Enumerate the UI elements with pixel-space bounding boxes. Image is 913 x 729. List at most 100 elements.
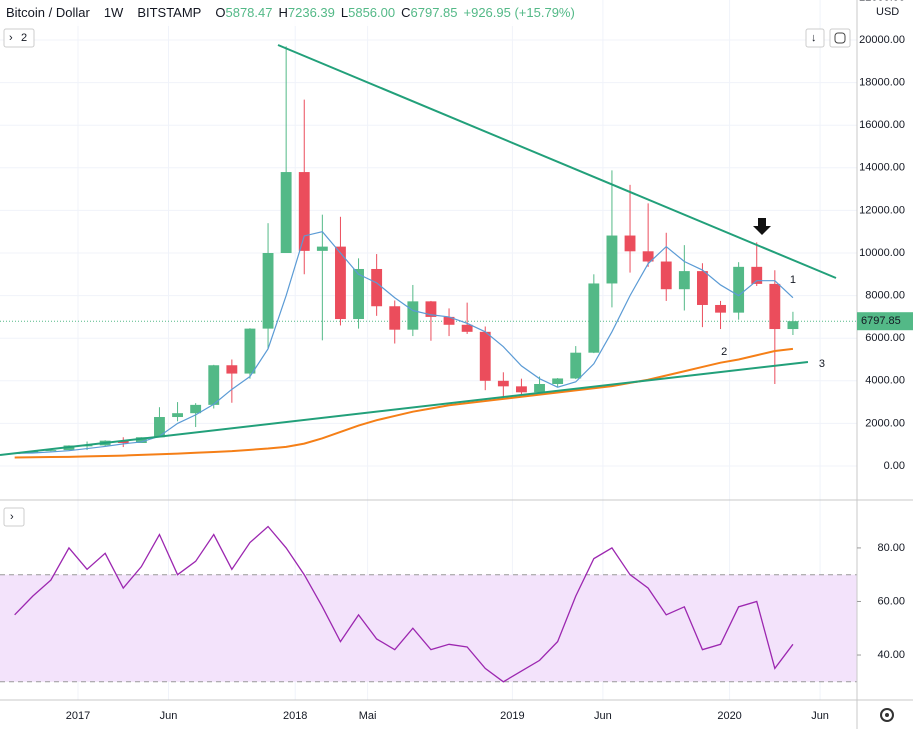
fullscreen-icon[interactable]: [834, 32, 846, 44]
rsi-band: [0, 574, 857, 682]
quote-value: 5856.00: [348, 5, 395, 20]
candle-body: [516, 386, 527, 393]
y-tick-label: 0.00: [884, 460, 905, 472]
x-tick-label: 2020: [717, 710, 741, 722]
x-tick-label: Jun: [594, 710, 612, 722]
x-tick-label: 2017: [66, 710, 90, 722]
candle-body: [552, 378, 564, 384]
y-tick-label: 22000.00: [859, 0, 905, 3]
quote-label: L: [341, 5, 348, 20]
candle-body: [443, 316, 455, 325]
candle-body: [316, 246, 328, 251]
candle-body: [624, 235, 636, 252]
download-icon[interactable]: ↓: [811, 32, 817, 44]
y-tick-label: 14000.00: [859, 162, 905, 174]
candle-body: [226, 365, 238, 374]
currency-label: USD: [876, 6, 899, 18]
candle-body: [208, 365, 220, 405]
candle-body: [570, 352, 582, 379]
y-tick-label: 12000.00: [859, 204, 905, 216]
candle-body: [389, 306, 401, 330]
interval: 1W: [104, 5, 124, 20]
candle-body: [461, 324, 473, 332]
candle-body: [371, 268, 383, 307]
candle-body: [479, 331, 491, 381]
indicator-count[interactable]: 2: [21, 32, 27, 44]
last-price-tag: [857, 312, 913, 331]
x-tick-label: 2018: [283, 710, 307, 722]
quote-value: 6797.85: [411, 5, 458, 20]
ma-line: [14, 231, 794, 454]
toggle-icon[interactable]: ›: [9, 32, 13, 44]
candle-body: [335, 246, 346, 320]
candle-body: [660, 261, 672, 290]
exchange: BITSTAMP: [137, 5, 201, 20]
rsi-line: [14, 525, 794, 683]
symbol: Bitcoin / Dollar: [6, 5, 90, 20]
x-tick-label: Mai: [359, 710, 377, 722]
trend-line: [277, 44, 837, 279]
y-tick-label: 2000.00: [865, 417, 905, 429]
last-price-label: 6797.85: [861, 315, 901, 327]
change: +926.95 (+15.79%): [464, 5, 575, 20]
arrow-marker: [753, 218, 771, 235]
candle-body: [298, 172, 310, 251]
candle-body: [588, 283, 600, 353]
y-tick-label: 10000.00: [859, 247, 905, 259]
indicator-toggle[interactable]: [3, 28, 35, 48]
ma-line: [14, 347, 794, 459]
candle-body: [353, 268, 364, 320]
quote-label: H: [278, 5, 287, 20]
x-tick-label: 2019: [500, 710, 524, 722]
quote-label: O: [215, 5, 225, 20]
y-tick-label: 18000.00: [859, 77, 905, 89]
fullscreen-button[interactable]: [829, 28, 851, 48]
settings-icon-center[interactable]: [885, 713, 889, 717]
x-tick-label: Jun: [811, 710, 829, 722]
candle-body: [715, 304, 726, 313]
settings-icon[interactable]: [880, 708, 894, 722]
candle-body: [154, 417, 165, 438]
rsi-toggle[interactable]: [3, 507, 25, 527]
header: Bitcoin / Dollar 1W BITSTAMP O5878.47 H7236.…: [6, 5, 575, 20]
y-tick-label: 20000.00: [859, 34, 905, 46]
candle-body: [642, 251, 654, 262]
candle-body: [135, 437, 147, 444]
candle-body: [407, 301, 419, 330]
candle-body: [497, 380, 509, 387]
y-tick-label: 4000.00: [865, 375, 905, 387]
candle-body: [190, 404, 202, 414]
candle-body: [425, 301, 437, 317]
candle-body: [262, 253, 274, 329]
quote-value: 5878.47: [225, 5, 272, 20]
candle-body: [787, 321, 799, 330]
rsi-tick-label: 80.00: [877, 542, 905, 554]
y-tick-label: 8000.00: [865, 290, 905, 302]
rsi-toggle-icon[interactable]: ›: [10, 511, 14, 523]
header-bg: [0, 0, 600, 26]
y-tick-label: 6000.00: [865, 332, 905, 344]
candle-body: [606, 235, 618, 284]
annotation: 2: [721, 346, 727, 358]
candle-body: [678, 271, 690, 290]
rsi-tick-label: 60.00: [877, 595, 905, 607]
candle-body: [244, 328, 256, 374]
y-tick-label: 16000.00: [859, 119, 905, 131]
annotation: 3: [819, 358, 825, 370]
plot: 1 2 3: [0, 0, 857, 700]
rsi-tick-label: 40.00: [877, 649, 905, 661]
candle-body: [751, 266, 763, 284]
quote-value: 7236.39: [288, 5, 335, 20]
candle-body: [280, 172, 292, 254]
candle-body: [733, 266, 745, 313]
x-tick-label: Jun: [160, 710, 178, 722]
candle-body: [534, 383, 545, 393]
candle-body: [697, 271, 708, 305]
trend-line: [0, 361, 809, 457]
download-button[interactable]: [805, 28, 825, 48]
quote-label: C: [401, 5, 410, 20]
candle-body: [45, 450, 57, 452]
annotation: 1: [790, 274, 796, 286]
